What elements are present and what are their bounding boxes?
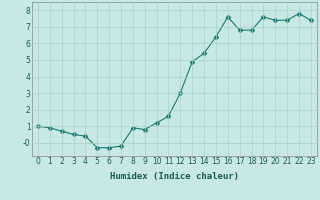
X-axis label: Humidex (Indice chaleur): Humidex (Indice chaleur): [110, 172, 239, 181]
